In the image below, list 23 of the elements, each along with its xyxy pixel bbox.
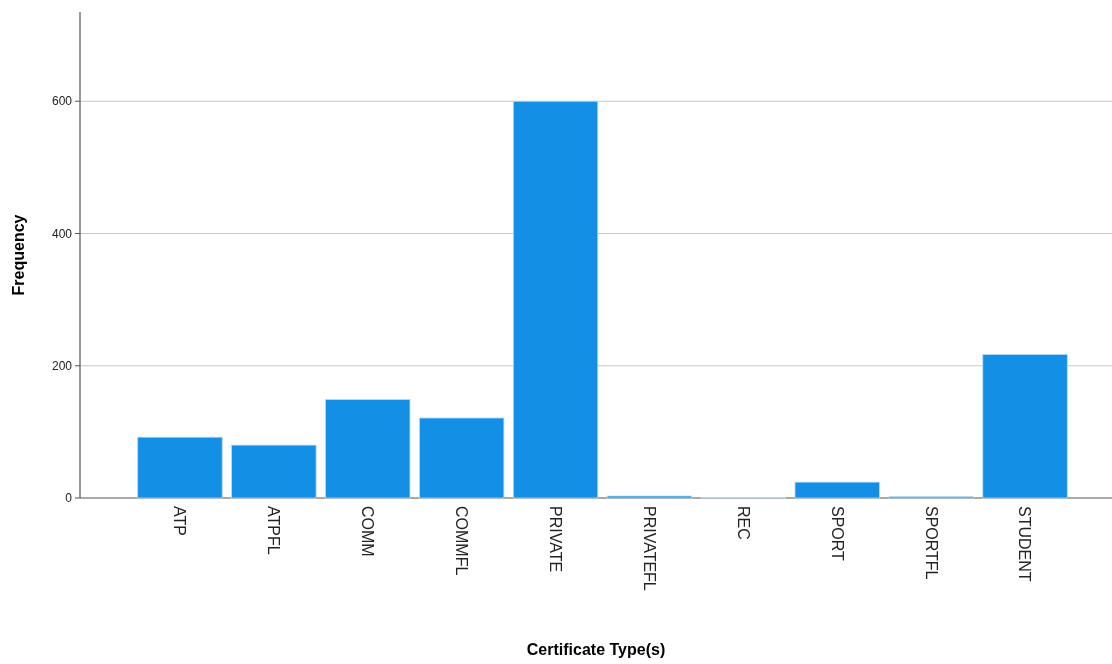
x-axis-title: Certificate Type(s) [526, 641, 666, 658]
bar [419, 417, 505, 499]
y-tick-label: 0 [65, 491, 73, 506]
bar [325, 399, 411, 499]
x-tick-label: COMM [359, 506, 377, 557]
y-tick-label: 200 [51, 358, 73, 373]
x-tick-label: SPORT [828, 506, 846, 562]
x-tick-label: STUDENT [1016, 506, 1034, 582]
bar [794, 481, 880, 499]
x-tick-label: SPORTFL [922, 506, 940, 580]
y-tick-label: 400 [51, 226, 73, 241]
bar [231, 444, 317, 499]
x-tick-label: ATPFL [265, 506, 283, 555]
bar [137, 436, 223, 499]
bar [982, 354, 1068, 499]
bar [512, 100, 599, 499]
x-tick-label: PRIVATEFL [640, 506, 658, 591]
x-tick-label: PRIVATE [546, 506, 564, 573]
y-tick-label: 600 [51, 94, 73, 109]
x-tick-label: COMMFL [453, 506, 471, 576]
x-tick-label: ATP [171, 506, 189, 536]
x-tick-label: REC [734, 506, 752, 540]
y-axis-title: Frequency [10, 214, 27, 296]
